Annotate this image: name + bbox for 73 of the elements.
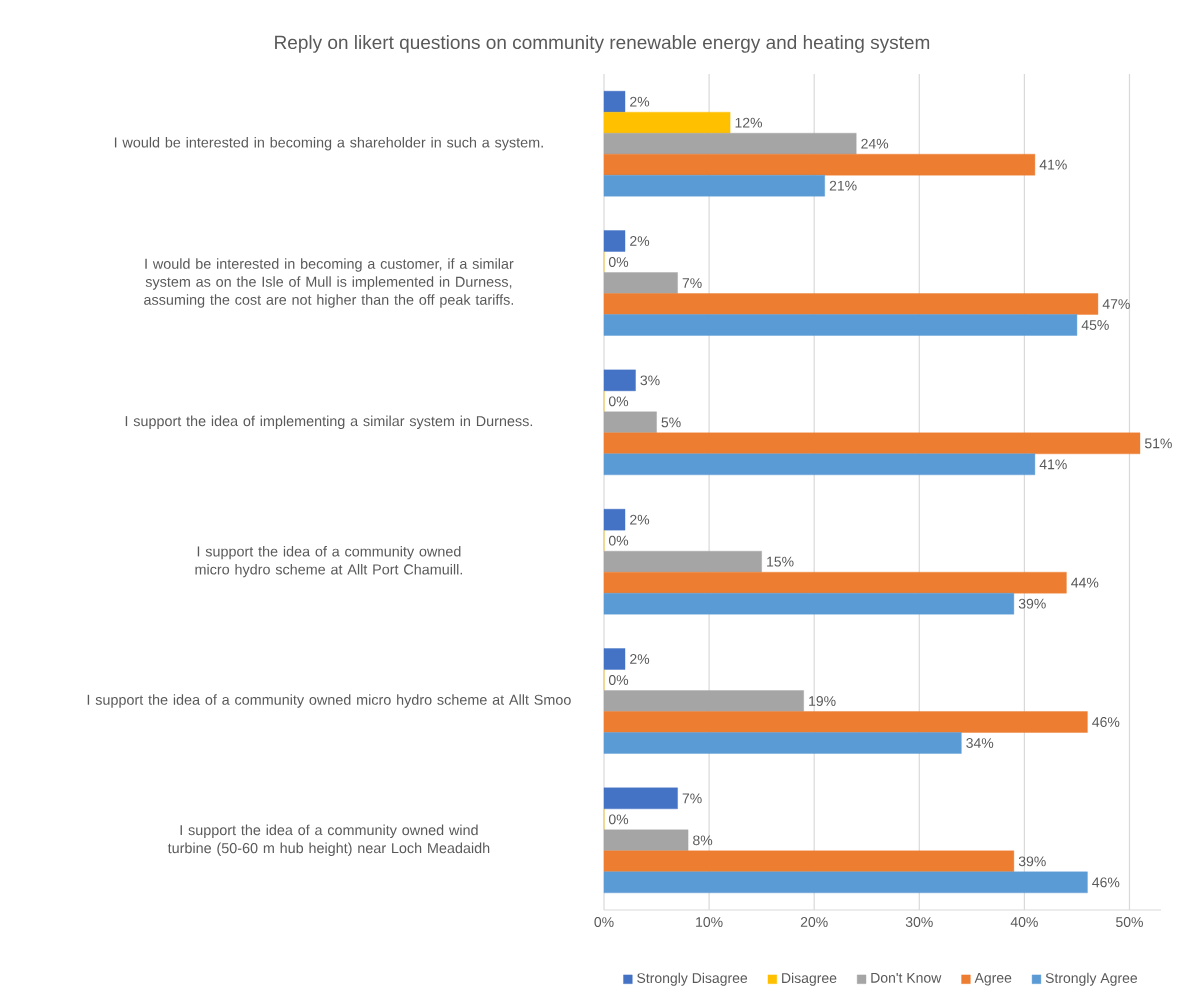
y-tick-label: I would be interested in becoming a shareholder in such a system. <box>114 136 543 151</box>
bar <box>603 90 626 113</box>
bar <box>603 314 1078 336</box>
bar <box>603 690 804 712</box>
data-label: 7% <box>682 793 702 804</box>
y-tick-label: I support the idea of a community owned wind turbine (50-60 m hub height) near Loch Meadaidh <box>167 824 490 857</box>
data-label: 0% <box>608 257 629 267</box>
data-label: 0% <box>608 535 629 546</box>
data-label: 46% <box>1092 877 1120 888</box>
bar <box>603 711 1088 733</box>
bar <box>603 230 626 252</box>
bar <box>603 411 657 434</box>
y-tick-label: I support the idea of implementing a similar system in Durness. <box>125 415 533 430</box>
data-label: 0% <box>608 396 629 407</box>
bar <box>603 787 678 810</box>
x-tick-label: 10% <box>696 917 723 927</box>
bar <box>603 432 1141 455</box>
data-label: 2% <box>630 236 650 246</box>
x-tick-label: 50% <box>1116 917 1143 927</box>
data-label: 47% <box>1102 299 1130 309</box>
x-tick-label: 40% <box>1010 917 1038 927</box>
bar <box>603 272 678 294</box>
data-label: 51% <box>1144 438 1172 449</box>
bar <box>603 508 626 531</box>
bar <box>603 648 626 670</box>
legend-label: Agree <box>974 973 1012 986</box>
data-label: 5% <box>661 417 681 428</box>
y-tick-label: I would be interested in becoming a customer, if a similar system as on the Isle of Mull is implemented in Durness, assuming the cost are not higher than the off peak tariffs. <box>144 258 514 308</box>
data-label: 46% <box>1092 717 1120 727</box>
data-label: 34% <box>966 738 994 748</box>
x-tick-label: 30% <box>905 917 933 927</box>
y-tick-label: I support the idea of a community owned micro hydro scheme at Allt Smoo <box>87 694 571 708</box>
x-tick-label: 0% <box>594 917 614 927</box>
bar <box>603 132 857 155</box>
bar <box>603 174 825 197</box>
bar <box>603 369 636 392</box>
bar <box>603 293 1099 315</box>
data-label: 3% <box>640 375 660 386</box>
data-label: 8% <box>693 835 713 846</box>
bar <box>603 732 962 754</box>
bar <box>603 871 1088 894</box>
data-label: 21% <box>829 180 857 191</box>
bar <box>603 850 1015 873</box>
legend-label: Strongly Agree <box>1045 972 1138 986</box>
bar <box>603 571 1067 594</box>
data-label: 45% <box>1081 320 1109 330</box>
data-label: 0% <box>608 814 629 825</box>
chart-title: Reply on likert questions on community renewable energy and heating system <box>275 35 930 53</box>
data-label: 2% <box>630 654 650 664</box>
data-label: 15% <box>767 556 794 567</box>
bar <box>603 829 689 852</box>
data-label: 19% <box>809 696 836 706</box>
data-label: 0% <box>608 675 629 685</box>
legend-label: Disagree <box>782 972 837 986</box>
bar <box>603 111 731 134</box>
bar <box>603 550 762 573</box>
data-label: 2% <box>630 96 650 107</box>
data-label: 12% <box>735 117 763 128</box>
legend-label: Don't Know <box>871 973 942 983</box>
data-label: 24% <box>861 138 889 149</box>
data-label: 41% <box>1039 159 1067 170</box>
data-label: 44% <box>1071 577 1099 588</box>
data-label: 7% <box>682 278 702 288</box>
legend-label: Strongly Disagree <box>637 972 748 986</box>
bar <box>603 153 1036 176</box>
data-label: 39% <box>1018 598 1046 609</box>
y-tick-label: I support the idea of a community owned micro hydro scheme at Allt Port Chamuill. <box>195 545 463 578</box>
bar <box>603 453 1036 476</box>
data-label: 2% <box>630 514 650 525</box>
data-label: 39% <box>1018 856 1046 867</box>
data-label: 41% <box>1039 459 1067 470</box>
bar <box>603 592 1015 615</box>
x-tick-label: 20% <box>800 917 828 927</box>
